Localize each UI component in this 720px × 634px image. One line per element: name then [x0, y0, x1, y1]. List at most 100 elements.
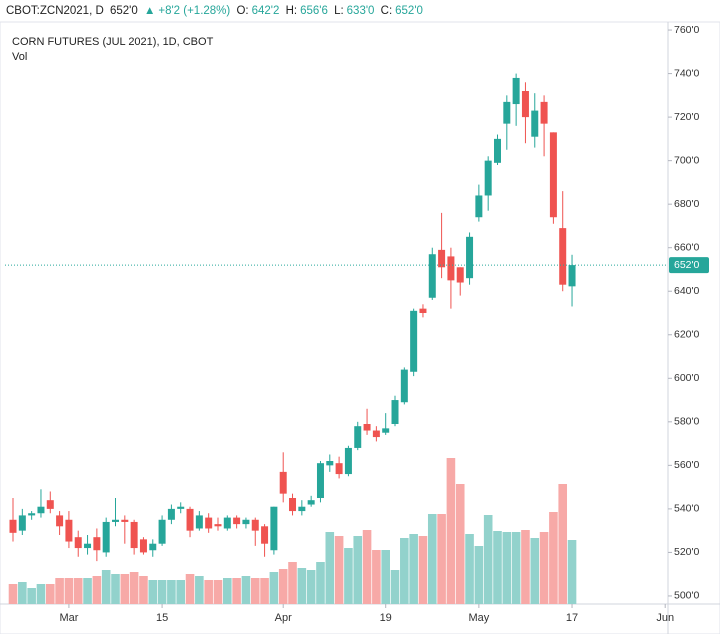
candle-body — [419, 308, 427, 313]
x-tick-label: 19 — [380, 612, 392, 624]
volume-bar — [455, 484, 465, 604]
volume-bar — [400, 538, 409, 604]
volume-bar — [511, 532, 521, 604]
volume-bar — [111, 574, 120, 604]
volume-bar — [18, 582, 27, 604]
chart-title: CORN FUTURES (JUL 2021), 1D, CBOT — [12, 36, 214, 48]
candle-body — [158, 519, 166, 544]
y-tick-label: 520'0 — [674, 546, 700, 558]
volume-bar — [278, 569, 288, 604]
volume-bar — [241, 576, 251, 604]
candle-body — [391, 400, 399, 425]
o: 642'2 — [251, 5, 280, 17]
candle-body — [261, 526, 269, 544]
volume-bar — [92, 576, 102, 604]
candle-body — [382, 428, 390, 433]
candle-body — [484, 160, 492, 196]
volume-bar — [288, 562, 297, 604]
volume-bar — [409, 534, 418, 604]
volume-bar — [446, 458, 456, 604]
c-label: C: — [380, 5, 393, 17]
volume-bar — [474, 546, 484, 604]
candle-body — [195, 515, 203, 529]
volume-bar — [260, 578, 269, 604]
arrow: ▲ — [143, 5, 156, 17]
candle-body — [167, 508, 175, 520]
candle-body — [400, 369, 408, 403]
h: 656'6 — [300, 5, 328, 17]
x-tick-label: 17 — [566, 612, 578, 624]
y-tick-label: 760'0 — [674, 24, 700, 36]
candle-body — [354, 426, 362, 448]
candle-body — [559, 228, 567, 285]
x-tick-label: May — [468, 612, 489, 624]
candle-body — [316, 463, 324, 499]
y-tick-label: 680'0 — [674, 198, 700, 210]
y-tick-label: 740'0 — [674, 67, 700, 79]
volume-bar — [176, 580, 186, 604]
volume-bar — [250, 578, 260, 604]
volume-bar — [437, 514, 446, 604]
volume-bar — [306, 570, 316, 604]
volume-bar — [8, 584, 18, 604]
volume-bar — [148, 580, 158, 604]
c: 652'0 — [395, 5, 423, 17]
volume-bar — [185, 574, 195, 604]
candle-body — [9, 519, 17, 533]
candle-body — [335, 463, 343, 475]
volume-bar — [390, 570, 400, 604]
volume-bar — [36, 584, 46, 604]
volume-bar — [139, 576, 148, 604]
candle-body — [139, 539, 147, 553]
candle-body — [84, 543, 92, 549]
candle-body — [28, 513, 36, 516]
volume-bar — [353, 536, 363, 604]
volume-bar — [418, 536, 428, 604]
candle-body — [56, 515, 64, 527]
frame — [0, 21, 720, 634]
volume-bar — [344, 548, 353, 604]
volume-bar — [493, 531, 502, 604]
volume-bar — [83, 578, 92, 604]
candle-body — [512, 77, 520, 105]
y-tick-label: 600'0 — [674, 372, 700, 384]
candle-body — [475, 195, 483, 218]
volume-bar — [45, 584, 55, 604]
header: CBOT:ZCN2021, D 652'0 ▲ +8'2 (+1.28%) O: 6… — [6, 5, 426, 17]
volume-bar — [567, 540, 577, 604]
change: +8'2 (+1.28%) — [158, 5, 231, 17]
volume-bar — [213, 580, 223, 604]
candle-body — [298, 506, 306, 512]
l: 633'0 — [346, 5, 375, 17]
volume-bar — [157, 580, 167, 604]
candle-body — [568, 265, 576, 287]
candle-body — [74, 537, 82, 549]
y-tick-label: 700'0 — [674, 154, 700, 166]
candle-body — [410, 310, 418, 372]
candle-body — [102, 521, 110, 553]
candle-body — [177, 506, 185, 509]
candle-body — [521, 90, 529, 118]
candle-body — [447, 256, 455, 281]
candle-body — [307, 500, 315, 505]
candle-body — [540, 101, 548, 124]
candle-body — [149, 543, 157, 551]
volume-bar — [372, 550, 381, 604]
candle-body — [438, 249, 446, 268]
y-tick-label: 540'0 — [674, 503, 700, 515]
y-tick-label: 560'0 — [674, 459, 700, 471]
volume-bar — [101, 570, 111, 604]
volume-bar — [55, 578, 64, 604]
volume-bar — [362, 530, 372, 604]
y-tick-label: 640'0 — [674, 285, 700, 297]
l-label: L: — [334, 5, 344, 17]
candle-body — [466, 236, 474, 279]
volume-bar — [539, 532, 549, 604]
volume-bar — [120, 574, 130, 604]
candle-body — [214, 524, 222, 527]
x-tick-label: Apr — [275, 612, 292, 624]
x-tick-label: 15 — [156, 612, 168, 624]
volume-bar — [334, 536, 344, 604]
candle-body — [493, 138, 501, 163]
